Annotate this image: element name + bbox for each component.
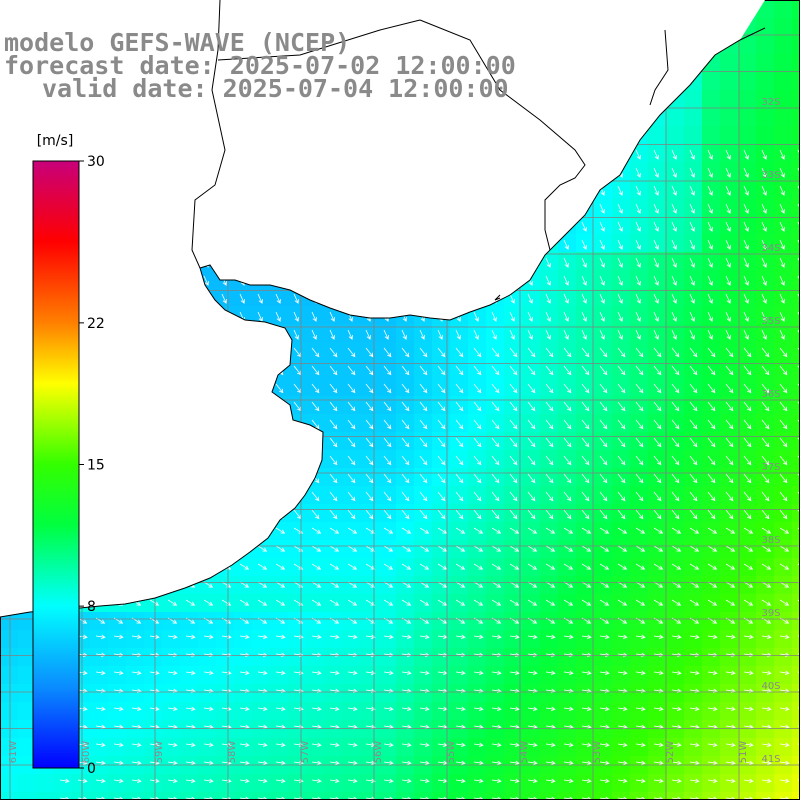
lat-label: 32S [761, 97, 780, 108]
lon-label: 61W [8, 741, 19, 764]
lat-label: 38S [761, 535, 780, 546]
lon-label: 56W [373, 741, 384, 764]
colorbar-tick-label: 15 [87, 458, 105, 474]
lon-label: 60W [81, 741, 92, 764]
colorbar-unit: [m/s] [37, 133, 74, 149]
lon-label: 55W [446, 741, 457, 764]
lat-label: 36S [761, 389, 780, 400]
lon-label: 57W [300, 741, 311, 764]
colorbar-tick-label: 22 [87, 316, 105, 332]
lon-label: 54W [519, 741, 530, 764]
colorbar-tick-label: 30 [87, 154, 105, 170]
valid-date: valid date: 2025-07-04 12:00:00 [42, 76, 509, 101]
lat-label: 35S [761, 316, 780, 327]
lat-label: 37S [761, 462, 780, 473]
colorbar-tick-label: 8 [87, 599, 96, 615]
colorbar-gradient [33, 161, 79, 768]
lon-label: 52W [665, 741, 676, 764]
lat-label: 41S [761, 754, 780, 765]
lat-label: 34S [761, 243, 780, 254]
lon-label: 58W [227, 741, 238, 764]
lon-label: 59W [154, 741, 165, 764]
lon-label: 51W [738, 741, 749, 764]
lat-label: 39S [761, 608, 780, 619]
lat-label: 40S [761, 681, 780, 692]
lat-label: 33S [761, 170, 780, 181]
lon-label: 53W [592, 741, 603, 764]
